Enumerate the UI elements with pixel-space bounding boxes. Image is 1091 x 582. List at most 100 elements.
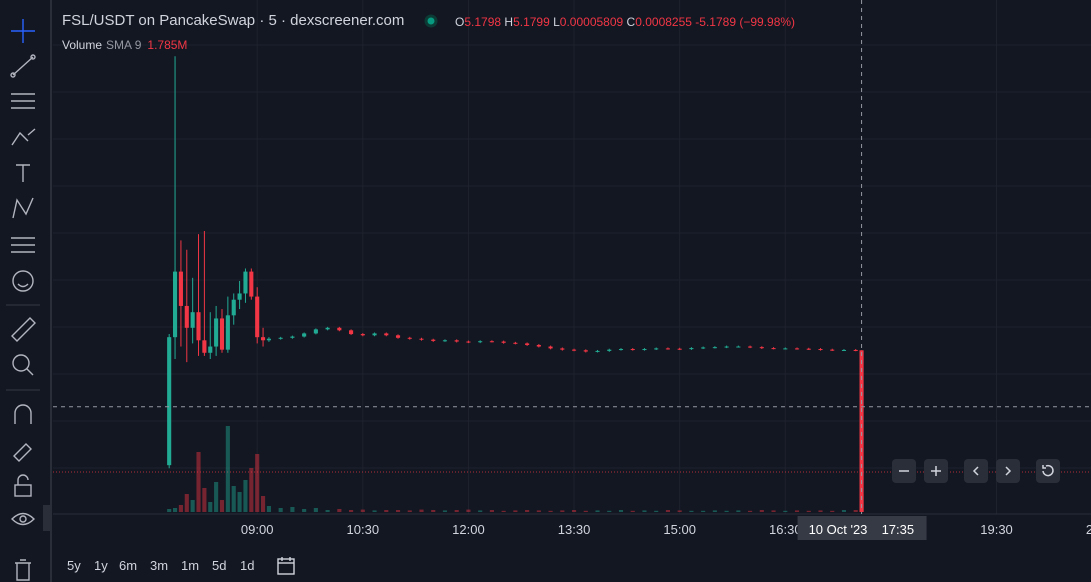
candle-body <box>208 346 213 353</box>
volume-bar <box>607 510 612 512</box>
bottom-bar: 5y 1y 6m 3m 1m 5d 1d <box>53 548 1091 582</box>
zoom-out-button[interactable] <box>892 459 916 483</box>
candle-body <box>407 337 412 339</box>
candle-body <box>630 349 635 351</box>
timeframe-button[interactable]: 5d <box>212 558 227 573</box>
candle-body <box>724 346 729 348</box>
icon-tool[interactable] <box>12 270 34 292</box>
candle-body <box>266 338 271 341</box>
delete-tool[interactable] <box>15 559 31 581</box>
ohlc-key: L <box>553 15 560 29</box>
x-tick-label: 19:30 <box>980 522 1013 537</box>
crosshair-label-box <box>797 516 927 540</box>
candle-body <box>255 296 260 338</box>
volume-bar <box>231 486 236 512</box>
x-tick-label: 10:30 <box>347 522 380 537</box>
trend-line-tool[interactable] <box>10 54 36 78</box>
candle-body <box>466 341 471 343</box>
volume-bar <box>208 502 213 512</box>
symbol-title: FSL/USDT on PancakeSwap · 5 · dexscreene… <box>62 12 405 29</box>
ohlc-key: C <box>626 15 636 29</box>
zoom-in-button[interactable] <box>924 459 948 483</box>
timeframe-button[interactable]: 6m <box>119 558 138 573</box>
volume-bar <box>325 510 330 512</box>
volume-bar <box>214 482 219 512</box>
volume-bar <box>442 510 448 512</box>
volume-bar <box>266 506 271 512</box>
x-tick-label: 15:00 <box>663 522 696 537</box>
timeframe-button[interactable]: 1m <box>181 558 200 573</box>
volume-bar <box>431 510 436 512</box>
candle-body <box>178 271 183 306</box>
volume-bar <box>249 468 254 512</box>
volume-bar <box>202 488 207 512</box>
volume-bar <box>419 509 424 512</box>
fib-tool[interactable] <box>11 93 35 109</box>
candle-body <box>372 333 377 336</box>
volume-bar <box>261 496 266 512</box>
candle-body <box>794 348 800 350</box>
volume-bar <box>525 510 530 512</box>
candle-body <box>525 343 530 345</box>
candle-body <box>665 348 670 350</box>
crosshair-tool[interactable] <box>11 19 35 43</box>
timeframe-button[interactable]: 1d <box>240 558 255 573</box>
reset-button[interactable] <box>1036 459 1060 483</box>
lock-drawing-tool[interactable] <box>13 443 32 462</box>
lock-tool[interactable] <box>14 474 32 497</box>
volume-bar <box>618 510 624 512</box>
volume-bar <box>712 510 717 512</box>
candle-body <box>384 333 389 336</box>
brush-tool[interactable] <box>11 128 36 146</box>
volume-bar <box>219 500 225 512</box>
candle-body <box>689 348 694 350</box>
zoom-tool[interactable] <box>12 354 34 376</box>
volume-value: 1.785M <box>147 38 188 52</box>
timeframe-button[interactable]: 3m <box>150 558 169 573</box>
volume-name: Volume <box>62 38 103 52</box>
text-tool[interactable] <box>16 164 30 182</box>
candle-body <box>712 347 717 349</box>
ohlc-key: O <box>455 15 465 29</box>
scroll-right-button[interactable] <box>996 459 1020 483</box>
volume-bar <box>407 510 412 512</box>
timeframe-button[interactable]: 1y <box>94 558 108 573</box>
volume-bar <box>349 510 354 512</box>
date-range-button[interactable] <box>275 555 299 577</box>
x-tick-label: 21:00 <box>1086 522 1091 537</box>
candle-body <box>261 337 266 341</box>
candle-body <box>654 348 659 350</box>
candle-body <box>360 334 365 336</box>
candle-body <box>219 318 225 350</box>
volume-bar <box>384 510 389 512</box>
candle-body <box>202 340 207 353</box>
ohlc-value: 5.1799 <box>513 15 550 29</box>
volume-bar <box>237 492 242 512</box>
magnet-tool[interactable] <box>14 404 32 424</box>
volume-bar <box>513 510 518 512</box>
candle-body <box>249 271 254 297</box>
visibility-tool[interactable] <box>11 512 35 526</box>
ruler-tool[interactable] <box>11 317 36 342</box>
pattern-tool[interactable] <box>12 197 34 219</box>
candle-body <box>513 342 518 344</box>
volume-bar <box>337 509 342 512</box>
volume-bar <box>724 510 729 512</box>
volume-bar <box>395 510 401 512</box>
ohlc-change: -5.1789 (−99.98%) <box>695 15 796 29</box>
collapse-toggle[interactable] <box>43 505 51 531</box>
candle-body <box>278 337 283 339</box>
timeframe-button[interactable]: 5y <box>67 558 81 573</box>
scroll-left-button[interactable] <box>964 459 988 483</box>
volume-bar <box>313 508 318 512</box>
candle-body <box>419 338 424 340</box>
candle-body <box>830 349 835 351</box>
volume-bar <box>630 510 635 512</box>
volume-bar <box>701 510 706 512</box>
candle-body <box>759 347 764 349</box>
prediction-tool[interactable] <box>11 237 35 253</box>
volume-bar <box>818 510 823 512</box>
